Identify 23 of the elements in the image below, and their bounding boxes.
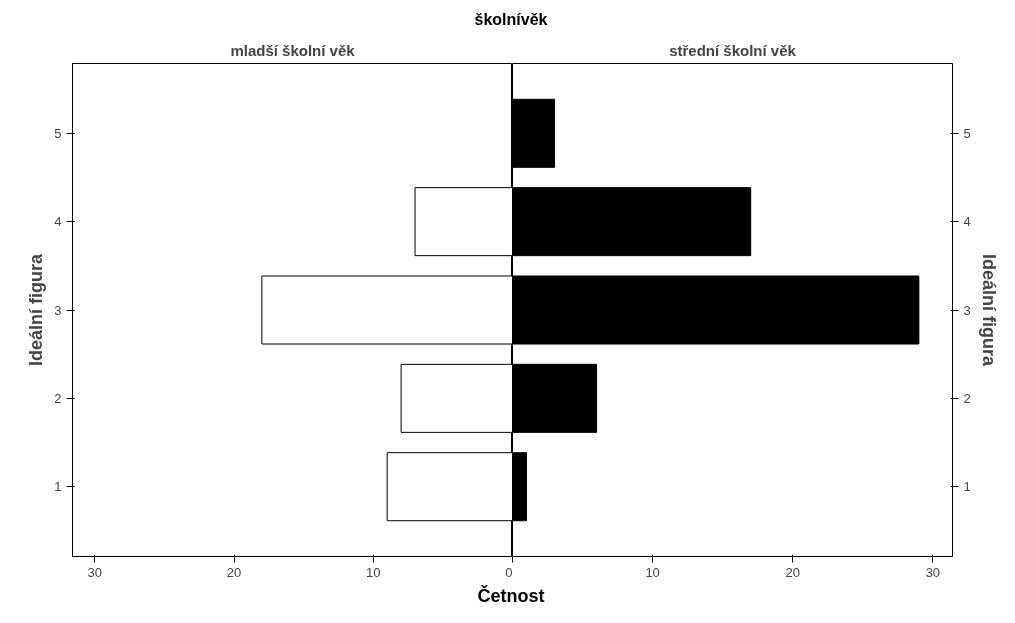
chart-title: střední školní věk bbox=[669, 41, 797, 59]
x-tick-label: 10 bbox=[645, 564, 660, 580]
y-tick-label: 2 bbox=[54, 390, 62, 406]
y-tick-label: 1 bbox=[54, 479, 62, 495]
y-axis-title: Ideální figura bbox=[26, 253, 47, 367]
y-tick-label: 5 bbox=[54, 125, 62, 141]
y-tick-label: 2 bbox=[963, 390, 971, 406]
chart-title: mladší školní věk bbox=[230, 41, 356, 59]
y-tick-label: 5 bbox=[963, 125, 971, 141]
x-axis-title: Četnost bbox=[477, 584, 545, 608]
x-tick-label: 30 bbox=[925, 564, 941, 580]
x-tick-label: 10 bbox=[366, 564, 381, 580]
x-tick-label: 20 bbox=[785, 564, 800, 580]
y-tick-label: 4 bbox=[963, 214, 971, 230]
y2-axis-title: Ideální figura bbox=[978, 253, 999, 367]
y-tick-label: 3 bbox=[54, 302, 62, 318]
x-tick-label: 30 bbox=[87, 564, 103, 580]
x-tick-label: 0 bbox=[505, 564, 513, 580]
y-tick-label: 4 bbox=[54, 214, 62, 230]
x-tick-label: 20 bbox=[226, 564, 242, 580]
text: školnívěk bbox=[474, 10, 548, 30]
y-tick-label: 3 bbox=[963, 302, 971, 318]
y-tick-label: 1 bbox=[963, 479, 971, 495]
